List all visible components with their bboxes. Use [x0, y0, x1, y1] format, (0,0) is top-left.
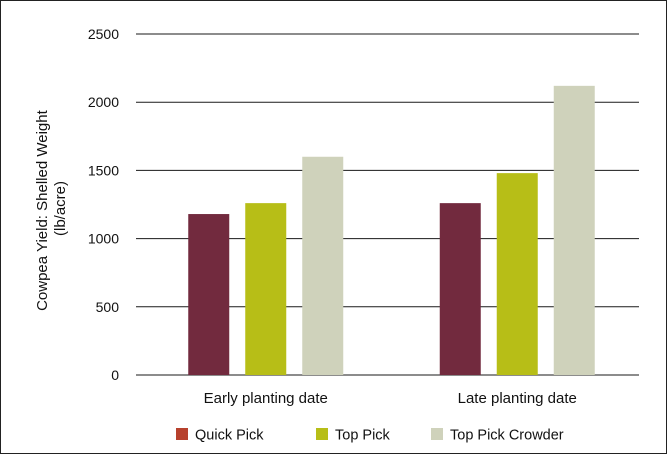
bar	[553, 85, 595, 375]
legend-swatch	[431, 428, 443, 440]
bar	[496, 173, 538, 375]
y-axis-label: Cowpea Yield: Shelled Weight (lb/acre)	[34, 106, 69, 311]
legend: Quick Pick Top Pick Top Pick Crowder	[176, 428, 564, 444]
y-tick-label: 2000	[88, 94, 119, 110]
y-tick-label: 1000	[88, 231, 119, 247]
y-tick-label: 0	[111, 367, 119, 383]
bar	[245, 203, 287, 375]
category-label: Early planting date	[204, 390, 328, 407]
y-tick-label: 500	[96, 299, 120, 315]
legend-label: Top Pick Crowder	[450, 428, 564, 444]
y-tick-label: 1500	[88, 162, 119, 178]
bars	[188, 85, 595, 375]
bar	[302, 156, 344, 375]
legend-swatch	[176, 428, 188, 440]
category-label: Late planting date	[458, 390, 577, 407]
x-axis-categories: Early planting date Late planting date	[204, 390, 577, 407]
legend-label: Top Pick	[335, 428, 391, 444]
legend-label: Quick Pick	[195, 428, 264, 444]
y-axis-label-line-2: (lb/acre)	[52, 181, 69, 236]
y-axis-label-line-1: Cowpea Yield: Shelled Weight	[34, 109, 51, 311]
bar	[439, 203, 481, 375]
bar	[188, 214, 230, 375]
y-axis-ticks: 0 500 1000 1500 2000 2500	[88, 26, 119, 383]
y-tick-label: 2500	[88, 26, 119, 42]
legend-swatch	[316, 428, 328, 440]
